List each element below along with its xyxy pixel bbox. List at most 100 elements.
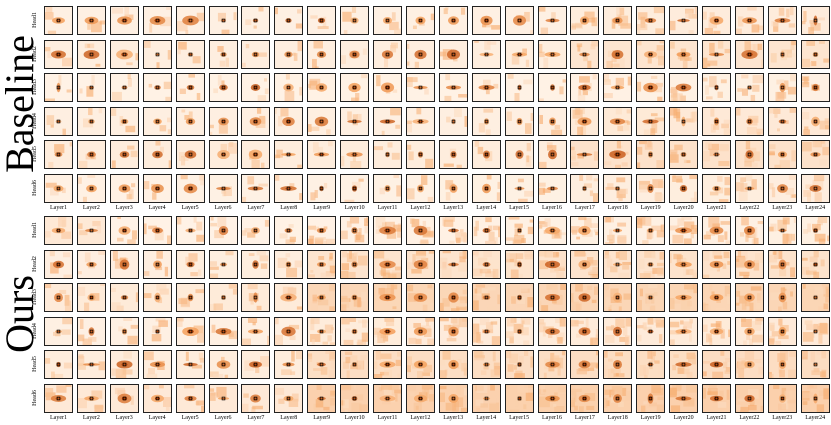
layer-label: Layer1: [50, 205, 67, 211]
attention-map-cell: [307, 283, 337, 312]
attention-map-cell: [767, 140, 797, 169]
layer-label: Layer22: [739, 205, 760, 211]
attention-map-cell: [208, 106, 238, 136]
attention-map-cell: [175, 316, 205, 346]
attention-map-cell: [340, 173, 370, 203]
attention-map-cell: [800, 283, 830, 312]
head-label: Head3: [32, 79, 38, 95]
attention-map-cell: [76, 6, 106, 35]
attention-map-cell: [734, 283, 764, 312]
attention-map-cell: [767, 6, 797, 35]
attention-map-cell: [669, 173, 699, 203]
attention-map-cell: [274, 316, 304, 346]
attention-map-cell: [800, 249, 830, 279]
section-ours: Ours Head1 Head2 Head3 Head4 Head5 Head6 Layer1…: [0, 214, 831, 424]
attention-map-cell: [142, 73, 172, 102]
attention-map-cell: [603, 73, 633, 102]
attention-map-cell: [109, 283, 139, 312]
attention-map-cell: [438, 316, 468, 346]
attention-map-cell: [669, 383, 699, 413]
attention-map-cell: [537, 6, 567, 35]
layer-label: Layer20: [673, 205, 694, 211]
attention-map-cell: [405, 6, 435, 35]
attention-map-cell: [537, 140, 567, 169]
attention-map-cell: [76, 249, 106, 279]
attention-map-cell: [76, 316, 106, 346]
attention-map-cell: [702, 283, 731, 312]
attention-map-cell: [504, 173, 534, 203]
attention-map-cell: [274, 350, 304, 379]
attention-map-cell: [109, 6, 139, 35]
attention-map-cell: [175, 350, 205, 379]
attention-map-cell: [340, 350, 370, 379]
attention-map-cell: [702, 6, 731, 35]
attention-map-cell: [570, 316, 600, 346]
attention-map-cell: [44, 6, 73, 35]
attention-map-cell: [307, 140, 337, 169]
attention-map-cell: [373, 106, 402, 136]
attention-map-cell: [570, 173, 600, 203]
attention-map-cell: [767, 316, 797, 346]
attention-map-cell: [669, 106, 699, 136]
attention-map-cell: [800, 73, 830, 102]
attention-map-cell: [734, 316, 764, 346]
attention-map-cell: [636, 73, 666, 102]
attention-map-cell: [274, 249, 304, 279]
attention-map-cell: [537, 173, 567, 203]
attention-map-cell: [636, 350, 666, 379]
layer-label: Layer13: [443, 205, 464, 211]
attention-map-cell: [471, 140, 501, 169]
attention-map-cell: [175, 73, 205, 102]
attention-map-cell: [537, 216, 567, 245]
attention-map-cell: [800, 6, 830, 35]
attention-map-cell: [405, 249, 435, 279]
attention-map-cell: [669, 350, 699, 379]
head-label: Head4: [32, 112, 38, 129]
head-label: Head5: [32, 146, 38, 162]
section-baseline: Baseline Head1 Head2 Head3 Head4 Head5 Head6 La…: [0, 4, 831, 214]
head-label: Head5: [32, 356, 38, 372]
attention-map-cell: [405, 316, 435, 346]
attention-map-cell: [537, 249, 567, 279]
attention-map-cell: [307, 6, 337, 35]
attention-map-cell: [669, 140, 699, 169]
attention-map-cell: [142, 249, 172, 279]
attention-map-cell: [438, 216, 468, 245]
attention-map-cell: [471, 216, 501, 245]
attention-map-cell: [438, 106, 468, 136]
layer-label: Layer4: [148, 415, 166, 421]
layer-label: Layer3: [115, 205, 133, 211]
attention-map-cell: [307, 249, 337, 279]
attention-map-cell: [603, 316, 633, 346]
attention-map-cell: [702, 350, 731, 379]
attention-map-cell: [175, 249, 205, 279]
attention-map-cell: [702, 173, 731, 203]
attention-map-cell: [636, 173, 666, 203]
attention-map-cell: [471, 316, 501, 346]
layer-label: Layer10: [344, 415, 365, 421]
attention-map-cell: [603, 106, 633, 136]
attention-map-cell: [471, 249, 501, 279]
attention-map-cell: [340, 283, 370, 312]
attention-map-cell: [76, 383, 106, 413]
attention-map-cell: [109, 316, 139, 346]
attention-map-cell: [208, 140, 238, 169]
attention-map-cell: [340, 6, 370, 35]
attention-map-cell: [636, 39, 666, 69]
attention-map-cell: [603, 6, 633, 35]
attention-map-cell: [208, 6, 238, 35]
attention-map-cell: [405, 383, 435, 413]
attention-map-cell: [767, 216, 797, 245]
layer-label: Layer1: [50, 415, 67, 421]
attention-map-cell: [373, 316, 402, 346]
attention-map-cell: [274, 283, 304, 312]
attention-map-cell: [438, 39, 468, 69]
attention-map-cell: [307, 350, 337, 379]
layer-label: Layer23: [772, 205, 793, 211]
attention-map-cell: [537, 39, 567, 69]
attention-map-cell: [44, 73, 73, 102]
attention-map-cell: [307, 316, 337, 346]
head-label: Head3: [32, 289, 38, 305]
layer-label: Layer9: [313, 415, 331, 421]
attention-map-cell: [767, 283, 797, 312]
